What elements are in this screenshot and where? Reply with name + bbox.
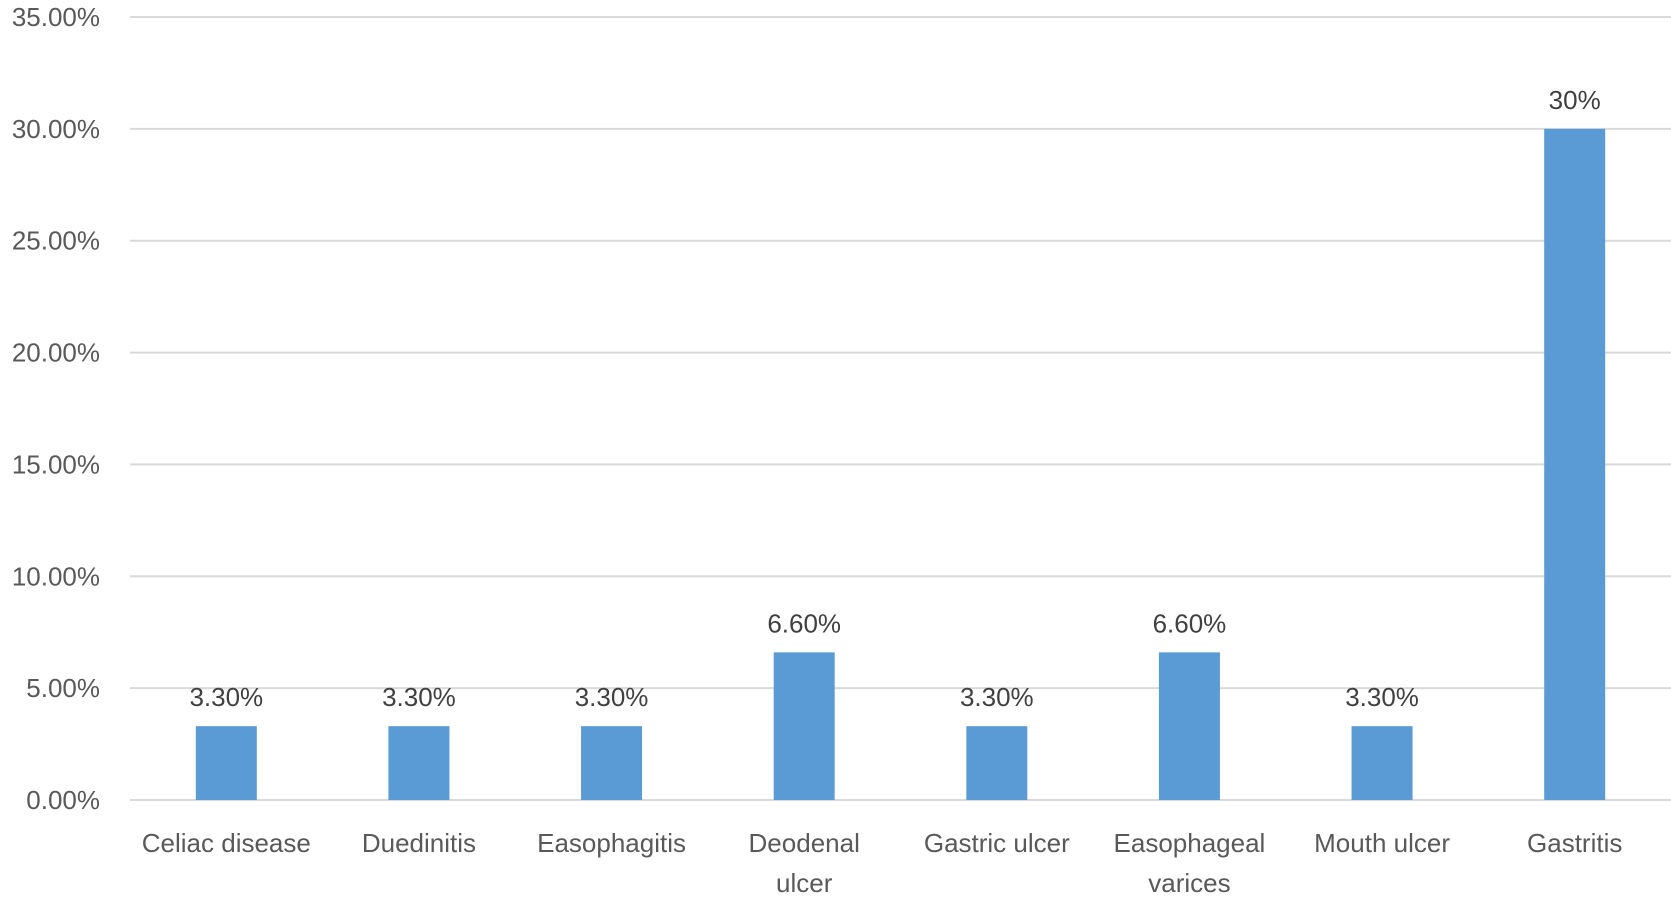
x-category-label: Deodenal ulcer: [749, 828, 860, 898]
data-labels: 3.30% 3.30% 3.30% 6.60% 3.30% 6.60% 3.30% 30%: [189, 85, 1600, 712]
y-axis-tick-labels: 0.00% 5.00% 10.00% 15.00% 20.00% 25.00% 30.00%…: [12, 2, 100, 815]
x-category-label: Easophageal varices: [1114, 828, 1266, 898]
y-tick-label: 5.00%: [26, 673, 100, 703]
x-category-label: Easophagitis: [537, 828, 686, 858]
y-tick-label: 25.00%: [12, 226, 100, 256]
data-label: 3.30%: [382, 682, 456, 712]
data-label: 30%: [1549, 85, 1601, 115]
data-label: 3.30%: [189, 682, 263, 712]
x-axis-category-labels: Celiac disease Duedinitis Easophagitis Deod…: [142, 828, 1623, 898]
data-label: 6.60%: [1153, 608, 1227, 638]
x-category-label: Mouth ulcer: [1314, 828, 1450, 858]
y-tick-label: 15.00%: [12, 449, 100, 479]
data-label: 3.30%: [1345, 682, 1419, 712]
y-tick-label: 10.00%: [12, 561, 100, 591]
bar: [1351, 726, 1413, 800]
y-tick-label: 0.00%: [26, 785, 100, 815]
bar: [195, 726, 257, 800]
y-tick-label: 20.00%: [12, 338, 100, 368]
x-category-label: Gastritis: [1527, 828, 1622, 858]
bar: [773, 652, 835, 800]
bar: [966, 726, 1028, 800]
bar: [388, 726, 450, 800]
data-label: 3.30%: [575, 682, 649, 712]
bar: [581, 726, 643, 800]
data-label: 3.30%: [960, 682, 1034, 712]
data-label: 6.60%: [767, 608, 841, 638]
bars: [195, 128, 1606, 800]
x-category-label: Celiac disease: [142, 828, 311, 858]
bar: [1544, 128, 1606, 800]
y-tick-label: 30.00%: [12, 114, 100, 144]
y-tick-label: 35.00%: [12, 2, 100, 32]
bar: [1158, 652, 1220, 800]
x-category-label: Gastric ulcer: [924, 828, 1070, 858]
gridlines: [130, 16, 1671, 801]
x-category-label: Duedinitis: [362, 828, 476, 858]
